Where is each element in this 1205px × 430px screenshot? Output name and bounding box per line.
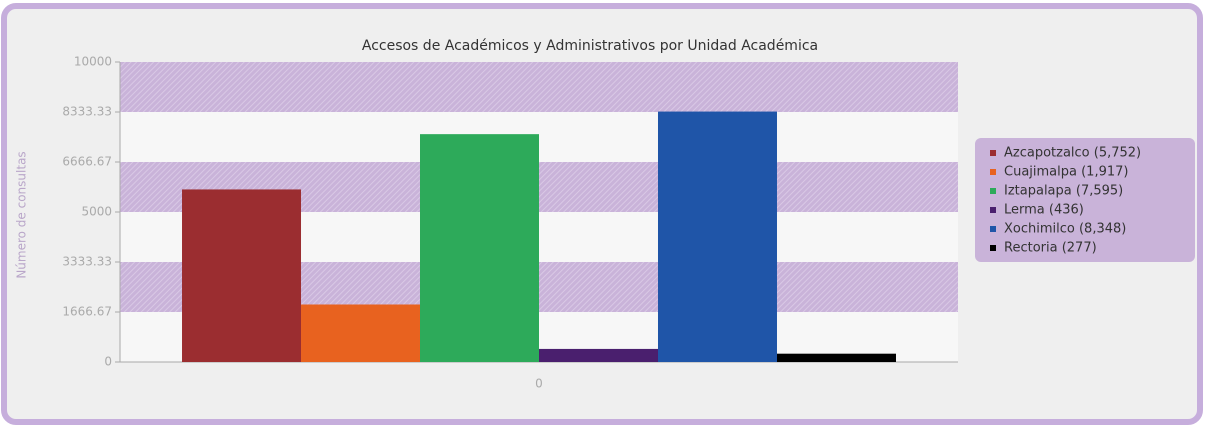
- bar: [420, 134, 539, 362]
- legend-swatch: [990, 226, 996, 232]
- bar: [657, 111, 777, 362]
- legend-swatch: [990, 207, 996, 213]
- legend-swatch: [990, 169, 996, 175]
- legend-swatch: [990, 150, 996, 156]
- bar: [301, 304, 421, 362]
- bar: [539, 348, 658, 362]
- y-tick-label: 6666.67: [62, 154, 112, 168]
- legend-label: Azcapotzalco (5,752): [1004, 146, 1141, 161]
- y-tick-label: 3333.33: [62, 255, 112, 269]
- legend-swatch: [990, 188, 996, 194]
- y-tick-label: 8333.33: [62, 105, 112, 119]
- y-tick-label: 0: [104, 355, 112, 369]
- bar: [182, 189, 302, 362]
- legend-label: Xochimilco (8,348): [1004, 222, 1126, 237]
- legend-label: Cuajimalpa (1,917): [1004, 165, 1128, 180]
- legend-label: Rectoria (277): [1004, 241, 1097, 256]
- y-axis-label: Número de consultas: [15, 151, 29, 278]
- y-tick-label: 10000: [74, 55, 112, 69]
- legend-label: Lerma (436): [1004, 203, 1084, 218]
- chart-title: Accesos de Académicos y Administrativos …: [362, 38, 818, 54]
- legend-label: Iztapalapa (7,595): [1004, 184, 1123, 199]
- legend-swatch: [990, 245, 996, 251]
- legend-box: [975, 138, 1195, 262]
- y-tick-label: 5000: [81, 205, 112, 219]
- y-tick-label: 1666.67: [62, 304, 112, 318]
- bar: [776, 353, 896, 362]
- x-tick-label: 0: [535, 377, 543, 391]
- grid-band: [120, 62, 958, 113]
